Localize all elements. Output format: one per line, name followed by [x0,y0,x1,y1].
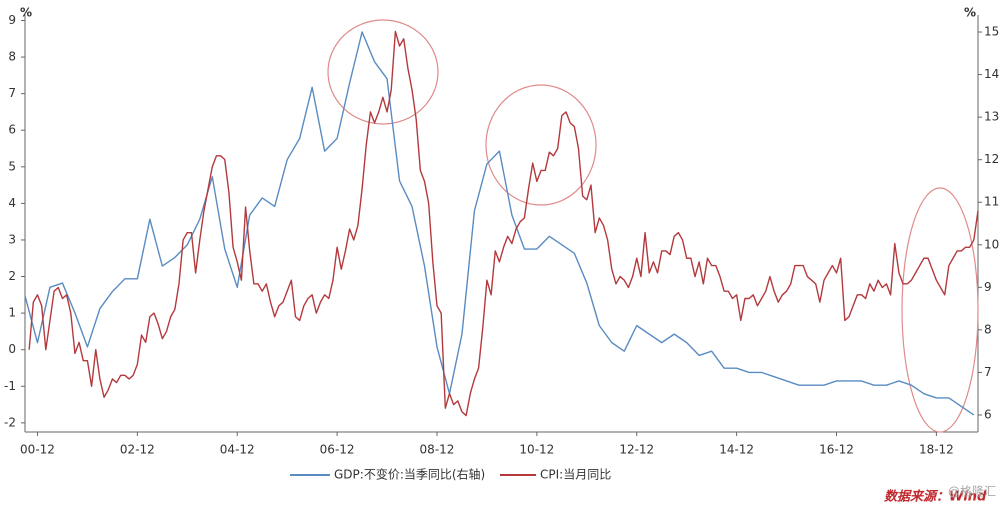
y2-tick-label: 15 [984,25,999,39]
highlight-circle [327,19,439,125]
x-tick-label: 06-12 [320,443,355,457]
y-tick-label: -2 [4,415,16,429]
y2-tick-label: 9 [984,280,992,294]
legend-label: GDP:不变价:当季同比(右轴) [334,467,485,482]
y-tick-label: 4 [8,196,16,210]
y2-tick-label: 10 [984,237,999,251]
y2-tick-label: 11 [984,195,999,209]
y-tick-label: 1 [8,306,16,320]
data-line [28,30,979,417]
highlight-circle [485,84,597,206]
x-tick-label: 12-12 [619,443,654,457]
y2-tick-label: 7 [984,365,992,379]
legend-label: CPI:当月同比 [540,468,611,482]
y2-tick-label: 8 [984,322,992,336]
x-tick-label: 04-12 [220,443,255,457]
x-tick-label: 02-12 [120,443,155,457]
source-note: 数据来源：Wind [884,489,987,505]
x-tick-label: 18-12 [919,443,954,457]
y-tick-label: 0 [8,342,16,356]
y-tick-label: 9 [8,13,16,27]
y2-tick-label: 6 [984,407,992,421]
y-tick-label: 3 [8,232,16,246]
y-unit: % [20,6,32,20]
y-tick-label: -1 [4,379,16,393]
y-tick-label: 7 [8,86,16,100]
x-tick-label: 00-12 [20,443,55,457]
data-line [24,31,975,416]
y-tick-label: 5 [8,159,16,173]
x-tick-label: 16-12 [819,443,854,457]
x-tick-label: 08-12 [420,443,455,457]
x-tick-label: 14-12 [719,443,754,457]
y-tick-label: 2 [8,269,16,283]
x-tick-label: 10-12 [519,443,554,457]
y2-tick-label: 13 [984,110,999,124]
y2-tick-label: 12 [984,152,999,166]
y-tick-label: 8 [8,50,16,64]
watermark: @格隆汇 [948,484,996,499]
y-tick-label: 6 [8,123,16,137]
y2-unit: % [964,6,976,20]
highlight-circle [901,187,979,433]
y2-tick-label: 14 [984,67,999,81]
